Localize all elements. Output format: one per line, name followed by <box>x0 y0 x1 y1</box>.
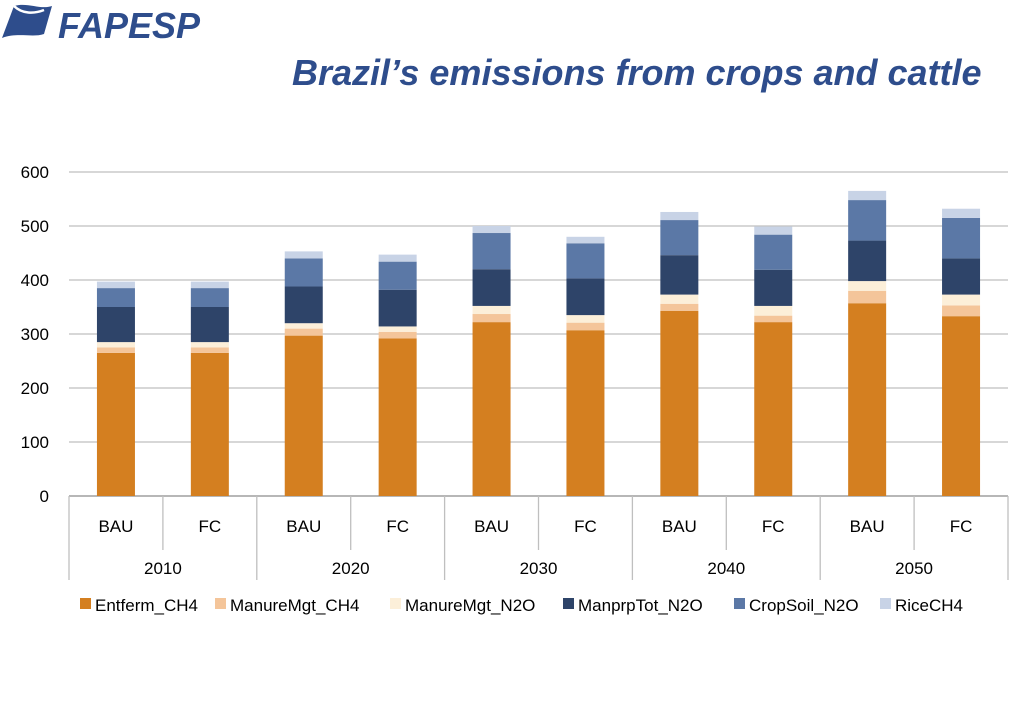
bar-segment-entferm-ch4 <box>472 322 511 496</box>
bar-segment-manuremgt-ch4 <box>190 347 229 353</box>
bar-segment-manuremgt-n2o <box>284 323 323 329</box>
bar-segment-manuremgt-n2o <box>754 305 793 316</box>
x-tick-label: FC <box>574 517 597 536</box>
bar-segment-manuremgt-ch4 <box>284 328 323 336</box>
y-tick-label: 400 <box>21 271 49 290</box>
bar-segment-ricech4 <box>190 281 229 289</box>
bar-segment-entferm-ch4 <box>754 322 793 496</box>
bar-segment-entferm-ch4 <box>848 303 887 496</box>
bar-segment-ricech4 <box>942 208 981 218</box>
bar-segment-manprptot-n2o <box>190 307 229 343</box>
bar-segment-manuremgt-n2o <box>190 342 229 348</box>
y-tick-label: 500 <box>21 217 49 236</box>
x-tick-label: FC <box>950 517 973 536</box>
bar-segment-manuremgt-n2o <box>660 294 699 304</box>
bar-segment-entferm-ch4 <box>378 338 417 496</box>
bar-segment-cropsoil-n2o <box>942 217 981 259</box>
bar-segment-manuremgt-n2o <box>848 281 887 291</box>
legend-swatch <box>563 598 574 609</box>
bar-segment-manprptot-n2o <box>754 269 793 306</box>
x-tick-label: BAU <box>98 517 133 536</box>
bar-segment-manprptot-n2o <box>96 307 135 343</box>
bar-segment-manuremgt-ch4 <box>942 305 981 317</box>
x-tick-label: FC <box>762 517 785 536</box>
bar-segment-manuremgt-ch4 <box>566 322 605 331</box>
legend-swatch <box>80 598 91 609</box>
x-group-label: 2020 <box>332 559 370 578</box>
legend-label: RiceCH4 <box>895 596 963 615</box>
bar-segment-manprptot-n2o <box>848 240 887 282</box>
bar-segment-manuremgt-n2o <box>566 315 605 323</box>
bar-segment-entferm-ch4 <box>284 335 323 496</box>
bar-segment-ricech4 <box>754 226 793 235</box>
x-group-label: 2030 <box>520 559 558 578</box>
y-tick-label: 0 <box>40 487 49 506</box>
bar-segment-ricech4 <box>96 281 135 289</box>
bar-segment-cropsoil-n2o <box>754 234 793 270</box>
x-group-label: 2040 <box>707 559 745 578</box>
legend-swatch <box>390 598 401 609</box>
bar-segment-cropsoil-n2o <box>472 233 511 270</box>
bar-segment-cropsoil-n2o <box>848 200 887 241</box>
y-tick-label: 200 <box>21 379 49 398</box>
bar-segment-manuremgt-n2o <box>472 305 511 315</box>
x-tick-label: FC <box>199 517 222 536</box>
bar-segment-manprptot-n2o <box>284 286 323 324</box>
bar-segment-entferm-ch4 <box>660 310 699 496</box>
bar-segment-ricech4 <box>660 211 699 221</box>
bar-segment-manuremgt-ch4 <box>848 290 887 304</box>
legend-label: ManureMgt_N2O <box>405 596 535 615</box>
bar-segment-manprptot-n2o <box>566 278 605 316</box>
legend-label: ManprpTot_N2O <box>578 596 703 615</box>
bar-segment-ricech4 <box>566 236 605 244</box>
y-tick-label: 600 <box>21 163 49 182</box>
bar-segment-manuremgt-n2o <box>942 294 981 306</box>
legend-swatch <box>215 598 226 609</box>
bar-segment-entferm-ch4 <box>566 330 605 496</box>
bar-segment-manprptot-n2o <box>942 258 981 295</box>
bar-segment-ricech4 <box>378 254 417 262</box>
x-tick-label: BAU <box>474 517 509 536</box>
bar-segment-manprptot-n2o <box>378 289 417 327</box>
bar-segment-ricech4 <box>472 226 511 234</box>
legend-label: CropSoil_N2O <box>749 596 859 615</box>
bar-segment-cropsoil-n2o <box>378 261 417 290</box>
bar-segment-manprptot-n2o <box>472 269 511 306</box>
logo-text: FAPESP <box>58 5 201 46</box>
bar-segment-cropsoil-n2o <box>96 288 135 307</box>
bar-segment-cropsoil-n2o <box>566 243 605 279</box>
fapesp-logo-mark: FAPESP <box>2 4 201 46</box>
bar-segment-manuremgt-n2o <box>96 342 135 348</box>
x-tick-label: BAU <box>850 517 885 536</box>
x-tick-label: BAU <box>662 517 697 536</box>
legend-swatch <box>880 598 891 609</box>
bar-segment-manuremgt-ch4 <box>472 314 511 323</box>
bar-segment-manuremgt-n2o <box>378 326 417 332</box>
legend-label: Entferm_CH4 <box>95 596 198 615</box>
bar-segment-manprptot-n2o <box>660 255 699 295</box>
bar-segment-manuremgt-ch4 <box>378 331 417 339</box>
y-tick-label: 100 <box>21 433 49 452</box>
bar-segment-cropsoil-n2o <box>190 288 229 307</box>
bar-segment-entferm-ch4 <box>96 352 135 496</box>
bar-segment-manuremgt-ch4 <box>754 315 793 323</box>
x-group-label: 2050 <box>895 559 933 578</box>
bar-segment-cropsoil-n2o <box>660 220 699 256</box>
fapesp-logo: FAPESP <box>0 0 210 48</box>
bar-segment-manuremgt-ch4 <box>660 303 699 311</box>
bar-segment-manuremgt-ch4 <box>96 347 135 353</box>
page-title: Brazil’s emissions from crops and cattle <box>292 52 982 93</box>
bar-segment-ricech4 <box>848 190 887 201</box>
bar-segment-ricech4 <box>284 251 323 259</box>
legend-swatch <box>734 598 745 609</box>
y-tick-label: 300 <box>21 325 49 344</box>
x-tick-label: BAU <box>286 517 321 536</box>
x-tick-label: FC <box>386 517 409 536</box>
bar-segment-entferm-ch4 <box>190 352 229 496</box>
x-group-label: 2010 <box>144 559 182 578</box>
bar-segment-cropsoil-n2o <box>284 258 323 287</box>
legend-label: ManureMgt_CH4 <box>230 596 359 615</box>
bar-segment-entferm-ch4 <box>942 316 981 496</box>
